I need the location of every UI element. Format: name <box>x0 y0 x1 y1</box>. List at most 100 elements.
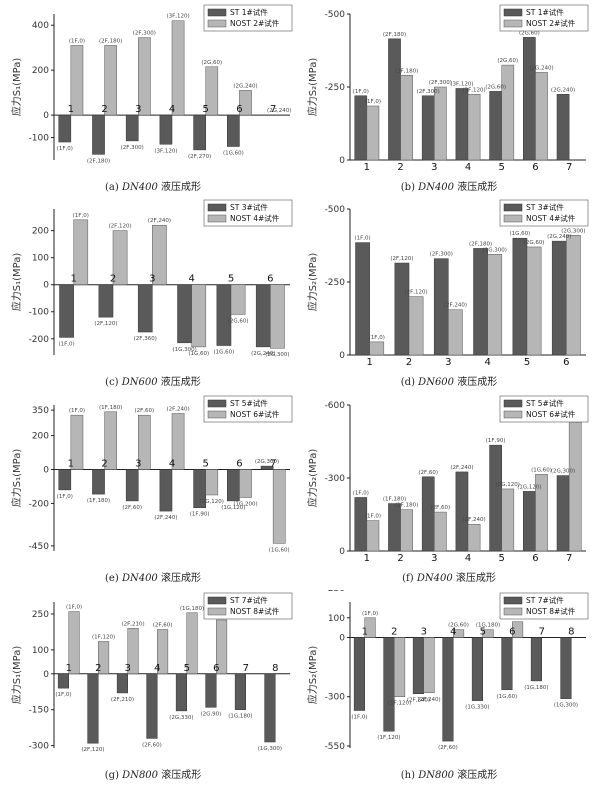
category-label: 3 <box>125 663 131 674</box>
caption-dn: DN400 <box>121 182 158 193</box>
data-label-st: (2F,300) <box>430 252 453 258</box>
legend-swatch-st <box>207 8 227 17</box>
data-label-st: (2G,60) <box>485 84 506 90</box>
bar-st <box>473 248 488 356</box>
data-label-st: (2F,240) <box>407 698 430 704</box>
legend-swatch-nost <box>207 19 227 28</box>
data-label-st: (1F,180) <box>383 497 406 503</box>
y-tick-label: -200 <box>29 335 50 345</box>
data-label-st: (1F,90) <box>486 438 506 444</box>
bar-st <box>388 38 401 161</box>
category-label: 6 <box>236 459 242 470</box>
category-label: 6 <box>532 553 538 564</box>
y-tick-label: -100 <box>29 308 50 318</box>
data-label-st: (2F,180) <box>469 241 492 247</box>
y-tick-label: -550 <box>325 742 346 752</box>
y-tick-label: 100 <box>32 254 49 264</box>
bar-st <box>551 240 567 356</box>
caption-d: (d) DN600 液压成形 <box>304 373 594 388</box>
bar-st <box>227 469 240 502</box>
category-label: 4 <box>169 459 175 470</box>
data-label-nost: (2G,60) <box>201 60 222 66</box>
bar-st <box>234 673 247 710</box>
bar-st <box>442 637 454 742</box>
bar-nost <box>566 235 581 356</box>
bar-st <box>175 673 188 712</box>
data-label-nost: (2G,60) <box>524 240 545 246</box>
bar-nost <box>453 629 465 638</box>
bar-nost <box>127 628 139 675</box>
bar-chart-d: 0 -250 -500 应力S₂(MPa) 1 (1F,0) (1F,0) 2 (2F,120)… <box>306 199 589 368</box>
category-label: 2 <box>101 459 107 470</box>
bar-st <box>177 284 192 344</box>
y-axis-label: 应力S₂(MPa) <box>306 449 319 508</box>
y-tick-label: 0 <box>43 670 49 680</box>
data-label-st: (1G,300) <box>172 347 196 353</box>
bar-nost <box>448 309 463 356</box>
legend-swatch-st <box>503 8 523 17</box>
data-label-nost: (1F,0) <box>365 514 381 520</box>
chart-panel-b: 0 -250 -500 应力S₂(MPa) 1 (1F,0) (1F,0) 2 (2F,180)… <box>304 2 594 193</box>
legend-swatch-st <box>503 399 523 408</box>
data-label-nost: (2G,240) <box>267 108 291 114</box>
caption-rest: 液压成形 <box>157 182 201 193</box>
data-label-st: (2F,300) <box>417 89 440 95</box>
bar-st <box>394 262 410 356</box>
bar-nost <box>191 284 207 348</box>
category-label: 3 <box>431 162 437 173</box>
category-label: 4 <box>169 104 175 115</box>
data-label-nost: (2F,180) <box>395 68 418 74</box>
bar-nost <box>366 520 380 552</box>
legend-swatch-nost <box>503 410 523 419</box>
bar-nost <box>408 296 424 356</box>
data-label-nost: (1G,200) <box>233 502 257 508</box>
legend-label-nost: NOST 4#试件 <box>230 213 280 223</box>
data-label-st: (2G,60) <box>519 30 540 36</box>
bar-nost <box>535 474 548 552</box>
category-label: 6 <box>236 104 242 115</box>
legend-swatch-nost <box>207 607 227 616</box>
legend-label-st: ST 7#试件 <box>526 595 564 605</box>
caption-prefix: (g) <box>104 770 119 781</box>
bar-st <box>556 475 570 552</box>
caption-prefix: (e) <box>105 573 119 584</box>
bar-nost <box>73 219 89 285</box>
caption-g: (g) DN800 滚压成形 <box>8 766 298 781</box>
data-label-st: (1G,60) <box>223 151 244 157</box>
data-label-nost: (2F,240) <box>166 406 189 412</box>
data-label-nost: (1F,120) <box>388 701 411 707</box>
category-label: 5 <box>499 553 505 564</box>
bar-st <box>159 469 173 512</box>
legend-label-st: ST 3#试件 <box>526 202 564 212</box>
bar-nost <box>186 612 198 675</box>
bar-nost <box>239 469 252 498</box>
category-label: 5 <box>228 274 234 285</box>
bar-st <box>116 673 128 694</box>
category-label: 7 <box>566 553 572 564</box>
data-label-st: (2F,360) <box>134 336 157 342</box>
y-tick-label: -300 <box>325 474 346 484</box>
data-label-nost: (2F,180) <box>99 38 122 44</box>
data-label-nost: (1F,0) <box>362 611 378 617</box>
category-label: 1 <box>68 104 74 115</box>
bar-nost <box>526 246 542 356</box>
data-label-nost: (2G,300) <box>265 352 289 358</box>
data-label-st: (1F,0) <box>353 89 369 95</box>
bar-nost <box>112 230 128 285</box>
category-label: 1 <box>364 553 370 564</box>
data-label-st: (1G,60) <box>214 350 235 356</box>
caption-e: (e) DN400 滚压成形 <box>8 569 298 584</box>
category-label: 1 <box>364 162 370 173</box>
data-label-st: (1F,120) <box>377 735 400 741</box>
legend-label-st: ST 3#试件 <box>230 202 268 212</box>
bar-st <box>216 284 232 346</box>
caption-prefix: (d) <box>400 377 415 388</box>
bar-st <box>489 91 502 161</box>
y-tick-label: 200 <box>32 66 49 76</box>
y-tick-label: -300 <box>325 693 346 703</box>
legend-swatch-nost <box>503 19 523 28</box>
bar-chart-h: -550 -300 0 100 250 应力S₂(MPa) 1 (1F,0) (1F,0) 2 (1… <box>306 590 589 752</box>
data-label-st: (1F,0) <box>58 341 74 347</box>
legend-label-st: ST 5#试件 <box>526 398 564 408</box>
